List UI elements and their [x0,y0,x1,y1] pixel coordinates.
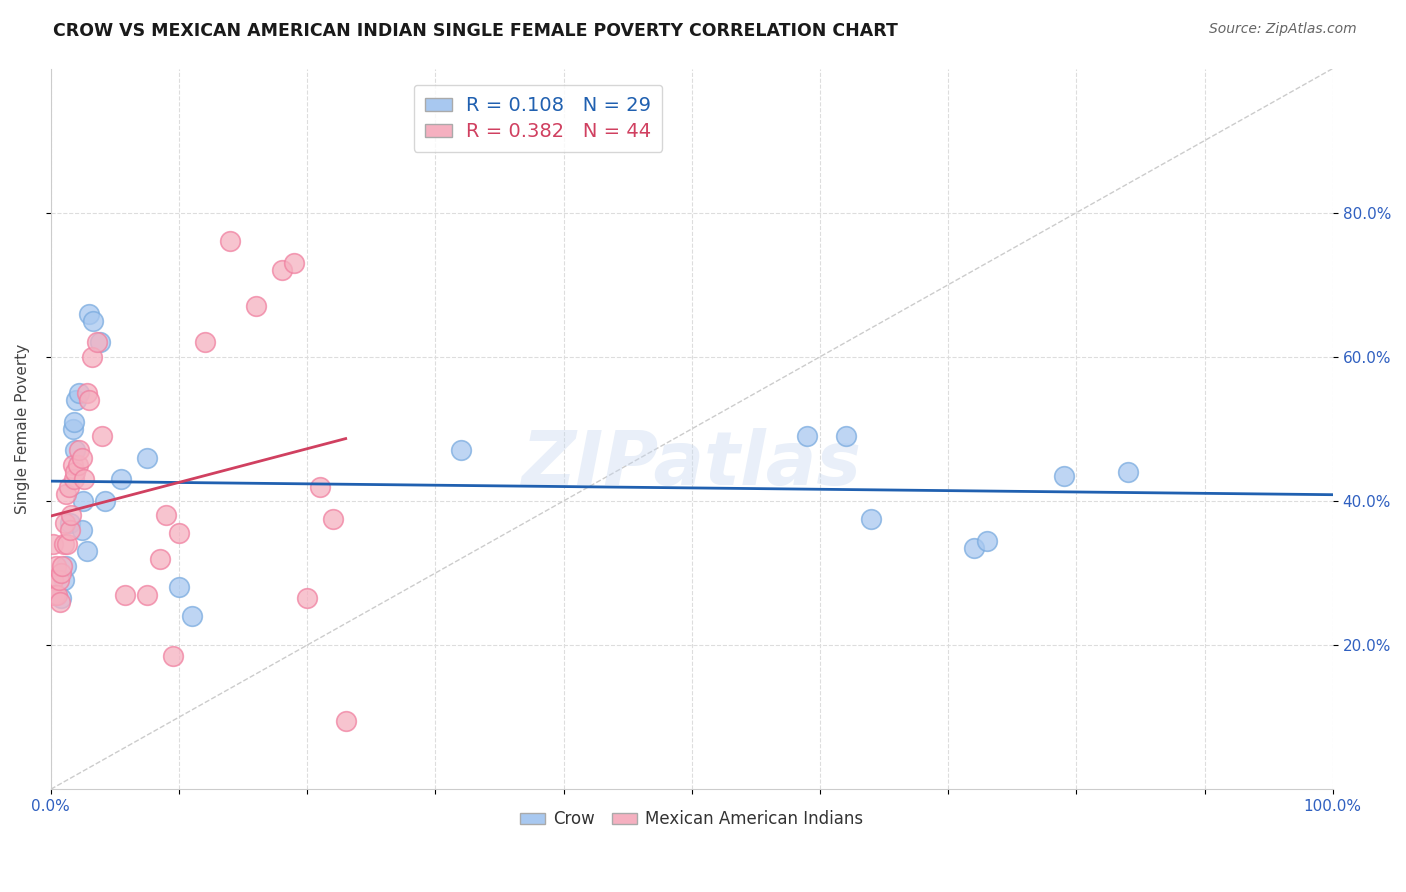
Point [55,487,77,501]
Point [52,573,75,587]
Point [49,595,72,609]
Point [309,479,332,493]
Point [86,335,108,350]
Point [80,350,103,364]
Point [73,472,96,486]
Point [93,494,115,508]
Point [48,573,70,587]
Point [70,450,93,465]
Point [322,512,344,526]
Point [42,537,65,551]
Point [60,508,83,523]
Point [63,472,86,486]
Point [59,516,82,530]
Point [180,609,202,624]
Point [76,544,98,558]
Point [41,588,63,602]
Point [91,429,114,443]
Point [79,307,101,321]
Point [136,588,159,602]
Point [63,415,86,429]
Point [155,508,177,523]
Point [110,472,132,486]
Point [44,588,66,602]
Point [45,558,67,573]
Legend: Crow, Mexican American Indians: Crow, Mexican American Indians [513,804,870,835]
Point [1116,465,1139,479]
Text: CROW VS MEXICAN AMERICAN INDIAN SINGLE FEMALE POVERTY CORRELATION CHART: CROW VS MEXICAN AMERICAN INDIAN SINGLE F… [53,22,898,40]
Point [796,429,818,443]
Point [167,526,190,541]
Point [53,516,76,530]
Point [834,429,856,443]
Text: ZIPatlas: ZIPatlas [522,428,862,501]
Point [76,385,98,400]
Point [65,392,87,407]
Point [1052,468,1074,483]
Point [51,558,73,573]
Point [72,494,94,508]
Point [52,537,75,551]
Point [89,335,111,350]
Point [450,443,472,458]
Y-axis label: Single Female Poverty: Single Female Poverty [15,343,30,514]
Point [70,523,93,537]
Point [46,588,69,602]
Point [62,458,84,472]
Point [335,714,357,728]
Point [167,581,190,595]
Point [42,573,65,587]
Point [62,422,84,436]
Point [58,479,80,493]
Point [66,458,89,472]
Point [59,523,82,537]
Point [114,588,136,602]
Point [219,235,242,249]
Point [245,299,267,313]
Point [63,443,86,458]
Point [270,263,292,277]
Point [67,443,90,458]
Point [860,512,883,526]
Point [149,551,172,566]
Point [44,588,66,602]
Point [136,450,159,465]
Text: Source: ZipAtlas.com: Source: ZipAtlas.com [1209,22,1357,37]
Point [297,591,319,606]
Point [49,566,72,580]
Point [79,392,101,407]
Point [963,541,986,555]
Point [63,465,86,479]
Point [82,314,104,328]
Point [162,648,184,663]
Point [56,537,79,551]
Point [49,591,72,606]
Point [976,533,998,548]
Point [55,558,77,573]
Point [194,335,217,350]
Point [283,256,305,270]
Point [67,385,90,400]
